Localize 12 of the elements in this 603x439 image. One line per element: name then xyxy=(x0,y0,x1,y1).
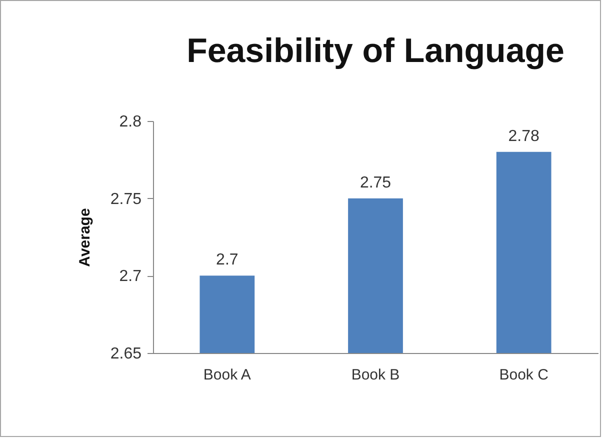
data-label: 2.7 xyxy=(216,252,238,269)
y-tick-label: 2.65 xyxy=(110,346,142,362)
y-tick-label: 2.75 xyxy=(110,190,142,208)
y-tick-label: 2.7 xyxy=(119,268,142,286)
data-label: 2.75 xyxy=(360,174,392,192)
chart-title: Feasibility of Language xyxy=(186,32,564,70)
x-tick-label: Book C xyxy=(499,366,549,384)
data-label: 2.78 xyxy=(508,128,540,145)
y-axis-title: Average xyxy=(76,208,94,267)
x-tick-label: Book B xyxy=(351,366,400,384)
y-tick-label: 2.8 xyxy=(119,114,142,130)
x-tick-label: Book A xyxy=(203,366,251,384)
